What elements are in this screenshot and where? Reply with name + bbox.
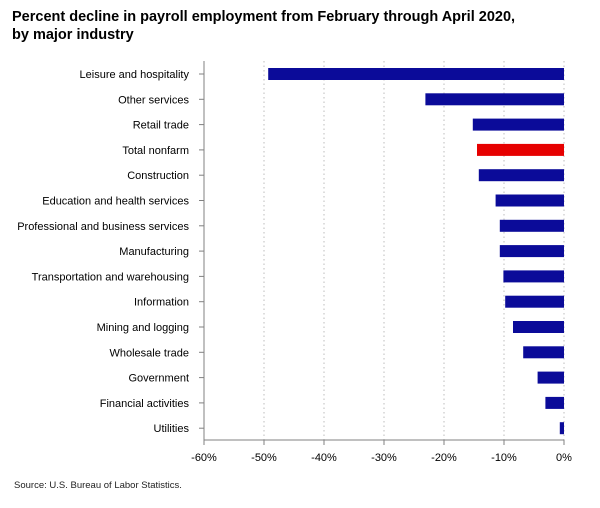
bar bbox=[545, 396, 564, 409]
x-tick-label: -10% bbox=[491, 452, 517, 464]
category-label: Retail trade bbox=[133, 120, 189, 132]
category-label: Transportation and warehousing bbox=[32, 271, 189, 283]
category-label: Other services bbox=[118, 94, 189, 106]
bar bbox=[268, 68, 564, 80]
category-labels: Leisure and hospitality Other services Ret… bbox=[17, 69, 189, 435]
category-label: Utilities bbox=[154, 423, 190, 435]
category-label: Manufacturing bbox=[119, 246, 189, 258]
x-tick-label: -50% bbox=[251, 452, 277, 464]
axes bbox=[199, 61, 565, 445]
bar bbox=[505, 295, 564, 308]
bars bbox=[268, 68, 564, 435]
source-note: Source: U.S. Bureau of Labor Statistics. bbox=[14, 480, 182, 491]
bar bbox=[472, 118, 564, 131]
category-label: Wholesale trade bbox=[110, 347, 190, 359]
x-tick-label: -20% bbox=[431, 452, 457, 464]
category-label: Construction bbox=[127, 170, 189, 182]
x-tick-labels: -60% -50% -40% -30% -20% -10% 0% bbox=[191, 452, 572, 464]
category-label: Education and health services bbox=[42, 196, 189, 208]
bar bbox=[513, 321, 564, 333]
category-label: Financial activities bbox=[100, 398, 190, 410]
category-label: Information bbox=[134, 297, 189, 309]
x-tick-label: -60% bbox=[191, 452, 217, 464]
bar bbox=[523, 346, 564, 359]
category-label: Government bbox=[128, 373, 189, 385]
bar bbox=[559, 422, 564, 435]
bar bbox=[499, 245, 564, 258]
x-tick-label: -40% bbox=[311, 452, 337, 464]
bar bbox=[478, 169, 564, 182]
x-tick-label: -30% bbox=[371, 452, 397, 464]
category-label: Leisure and hospitality bbox=[80, 69, 190, 81]
category-label: Mining and logging bbox=[97, 322, 189, 334]
chart-title: Percent decline in payroll employment fr… bbox=[12, 9, 516, 43]
bar bbox=[537, 371, 564, 384]
category-label: Total nonfarm bbox=[122, 145, 189, 157]
x-tick-label: 0% bbox=[556, 452, 572, 464]
bar bbox=[495, 194, 564, 207]
bar bbox=[477, 143, 564, 156]
category-label: Professional and business services bbox=[17, 221, 189, 233]
bar bbox=[499, 219, 564, 232]
bar bbox=[425, 93, 564, 106]
bar bbox=[503, 270, 564, 283]
